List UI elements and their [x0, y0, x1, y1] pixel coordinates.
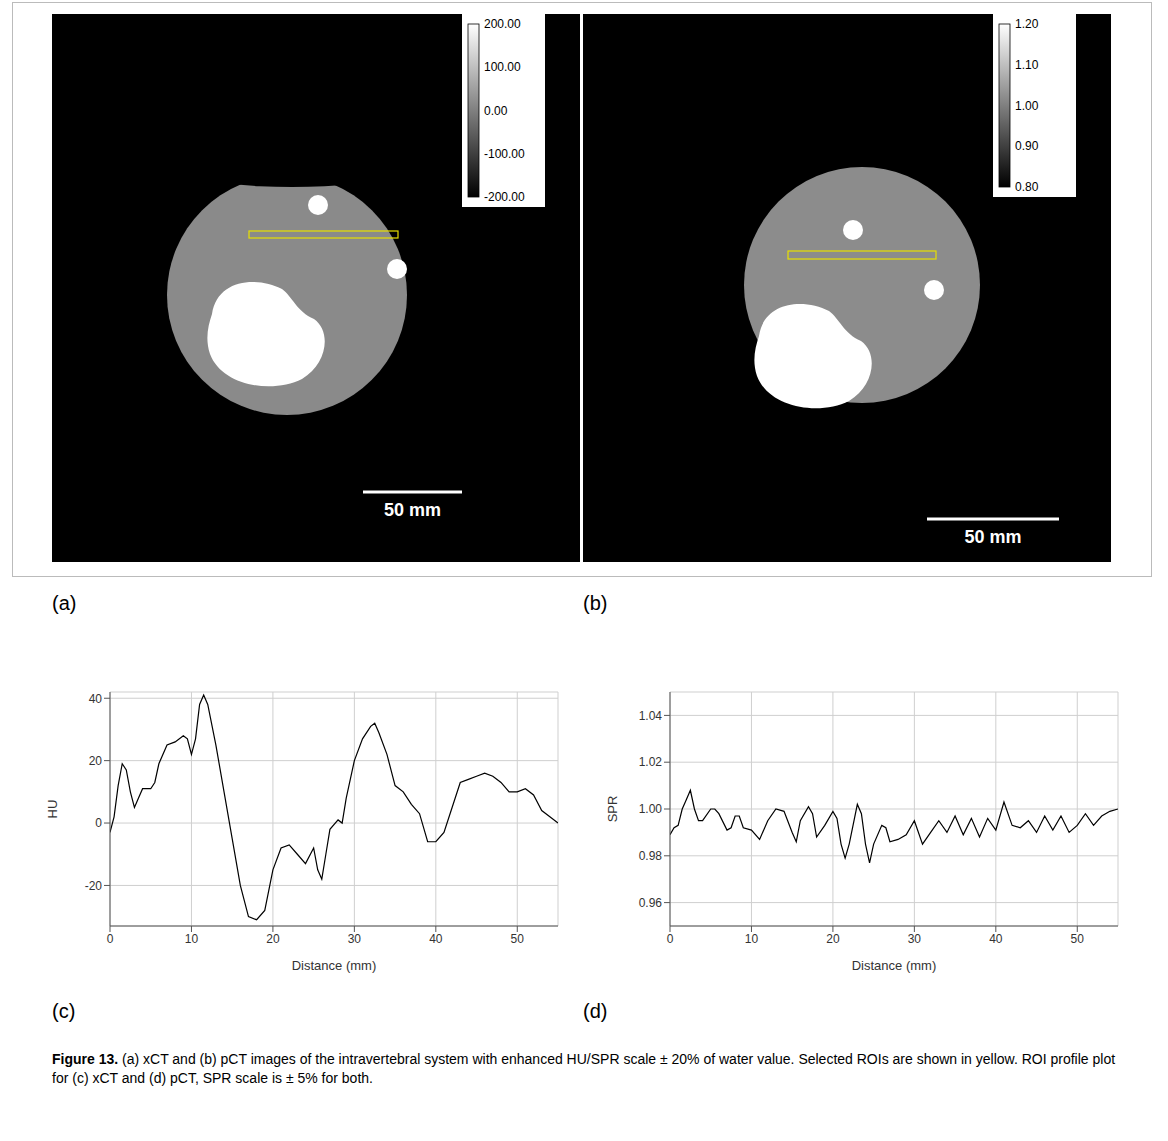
svg-text:HU: HU: [45, 800, 60, 819]
svg-text:1.04: 1.04: [639, 709, 663, 723]
svg-text:Distance (mm): Distance (mm): [852, 958, 937, 973]
svg-text:1.00: 1.00: [639, 802, 663, 816]
svg-text:0.98: 0.98: [639, 849, 663, 863]
svg-text:40: 40: [429, 932, 443, 946]
html-text:(a): (a): [52, 592, 77, 614]
svg-text:SPR: SPR: [605, 796, 620, 823]
svg-text:30: 30: [348, 932, 362, 946]
svg-text:20: 20: [89, 754, 103, 768]
svg-text:50: 50: [511, 932, 525, 946]
svg-text:Distance (mm): Distance (mm): [292, 958, 377, 973]
svg-text:0.90: 0.90: [1015, 139, 1039, 153]
svg-text:40: 40: [89, 692, 103, 706]
svg-text:200.00: 200.00: [484, 17, 521, 31]
svg-text:-200.00: -200.00: [484, 190, 525, 204]
svg-text:10: 10: [745, 932, 759, 946]
svg-text:-20: -20: [85, 879, 103, 893]
html-text:(c): (c): [52, 1000, 76, 1022]
svg-text:1.10: 1.10: [1015, 58, 1039, 72]
svg-text:20: 20: [266, 932, 280, 946]
svg-text:50 mm: 50 mm: [384, 500, 441, 520]
svg-text:0.96: 0.96: [639, 896, 663, 910]
html-text:Figure 13. (a) xCT and (b) pCT: Figure 13. (a) xCT and (b) pCT images of…: [52, 1051, 1116, 1086]
html-text:(b): (b): [583, 592, 608, 614]
svg-text:0.80: 0.80: [1015, 180, 1039, 194]
svg-text:0: 0: [107, 932, 114, 946]
svg-text:50 mm: 50 mm: [964, 527, 1021, 547]
svg-text:40: 40: [989, 932, 1003, 946]
svg-text:0: 0: [95, 816, 102, 830]
svg-text:30: 30: [908, 932, 922, 946]
svg-text:100.00: 100.00: [484, 60, 521, 74]
html-text:(d): (d): [583, 1000, 608, 1022]
svg-text:1.20: 1.20: [1015, 17, 1039, 31]
svg-text:0: 0: [667, 932, 674, 946]
svg-text:0.00: 0.00: [484, 104, 508, 118]
svg-text:1.02: 1.02: [639, 755, 663, 769]
svg-text:-100.00: -100.00: [484, 147, 525, 161]
svg-text:20: 20: [826, 932, 840, 946]
svg-text:1.00: 1.00: [1015, 99, 1039, 113]
svg-text:10: 10: [185, 932, 199, 946]
svg-text:50: 50: [1071, 932, 1085, 946]
